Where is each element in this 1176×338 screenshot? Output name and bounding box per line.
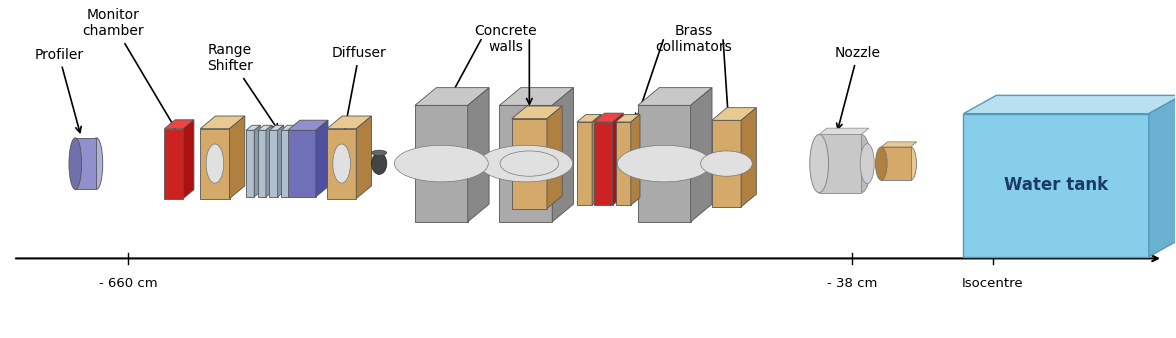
Polygon shape xyxy=(281,125,295,130)
Polygon shape xyxy=(711,120,741,207)
Polygon shape xyxy=(500,88,574,105)
Polygon shape xyxy=(75,138,96,189)
Polygon shape xyxy=(577,114,601,122)
Polygon shape xyxy=(881,147,910,180)
Polygon shape xyxy=(327,116,372,129)
Polygon shape xyxy=(288,130,316,197)
Polygon shape xyxy=(269,130,278,197)
Polygon shape xyxy=(820,128,869,135)
Polygon shape xyxy=(615,114,640,122)
Text: Monitor
chamber: Monitor chamber xyxy=(82,8,175,128)
Polygon shape xyxy=(258,130,266,197)
Text: Profiler: Profiler xyxy=(34,48,83,132)
Ellipse shape xyxy=(372,153,387,174)
Polygon shape xyxy=(415,88,489,105)
Ellipse shape xyxy=(372,150,387,155)
Polygon shape xyxy=(254,125,260,197)
Polygon shape xyxy=(266,125,272,197)
Polygon shape xyxy=(415,105,468,222)
Ellipse shape xyxy=(851,135,870,193)
Polygon shape xyxy=(246,125,260,130)
Polygon shape xyxy=(613,113,623,205)
Polygon shape xyxy=(711,108,756,120)
Ellipse shape xyxy=(69,138,81,189)
Ellipse shape xyxy=(860,144,874,184)
Polygon shape xyxy=(278,125,283,197)
Polygon shape xyxy=(594,113,623,122)
Polygon shape xyxy=(200,116,245,129)
Polygon shape xyxy=(327,129,356,198)
Text: Range
Shifter: Range Shifter xyxy=(207,43,278,130)
Polygon shape xyxy=(512,106,562,119)
Ellipse shape xyxy=(479,145,573,182)
Polygon shape xyxy=(637,88,711,105)
Polygon shape xyxy=(615,122,630,205)
Polygon shape xyxy=(741,108,756,207)
Text: Diffuser: Diffuser xyxy=(332,46,387,129)
Polygon shape xyxy=(258,125,272,130)
Ellipse shape xyxy=(206,144,223,183)
Polygon shape xyxy=(820,135,861,193)
Polygon shape xyxy=(963,95,1176,114)
Polygon shape xyxy=(246,130,254,197)
Polygon shape xyxy=(356,116,372,198)
Polygon shape xyxy=(553,88,574,222)
Text: Concrete
walls: Concrete walls xyxy=(475,24,537,54)
Polygon shape xyxy=(229,116,245,198)
Ellipse shape xyxy=(875,147,887,180)
Polygon shape xyxy=(637,105,690,222)
Text: Water tank: Water tank xyxy=(1004,176,1108,194)
Polygon shape xyxy=(281,130,289,197)
Polygon shape xyxy=(690,88,711,222)
Ellipse shape xyxy=(904,147,916,180)
Polygon shape xyxy=(289,125,295,197)
Ellipse shape xyxy=(394,145,488,182)
Polygon shape xyxy=(500,105,553,222)
Polygon shape xyxy=(512,119,547,209)
Polygon shape xyxy=(316,120,328,197)
Polygon shape xyxy=(183,120,194,198)
Text: Brass
collimators: Brass collimators xyxy=(655,24,731,54)
Ellipse shape xyxy=(701,151,753,176)
Ellipse shape xyxy=(333,144,350,183)
Polygon shape xyxy=(963,114,1149,257)
Polygon shape xyxy=(577,122,592,205)
Polygon shape xyxy=(592,114,601,205)
Polygon shape xyxy=(630,114,640,205)
Text: - 660 cm: - 660 cm xyxy=(99,277,158,290)
Text: Isocentre: Isocentre xyxy=(962,277,1023,290)
Text: Nozzle: Nozzle xyxy=(835,46,881,129)
Text: - 38 cm: - 38 cm xyxy=(827,277,877,290)
Polygon shape xyxy=(547,106,562,209)
Polygon shape xyxy=(468,88,489,222)
Ellipse shape xyxy=(810,135,829,193)
Ellipse shape xyxy=(617,145,711,182)
Ellipse shape xyxy=(500,151,559,176)
Polygon shape xyxy=(165,120,194,129)
Polygon shape xyxy=(594,122,613,205)
Polygon shape xyxy=(269,125,283,130)
Polygon shape xyxy=(1149,95,1176,257)
Polygon shape xyxy=(881,142,917,147)
Ellipse shape xyxy=(91,138,102,189)
Polygon shape xyxy=(288,120,328,130)
Polygon shape xyxy=(165,129,183,198)
Polygon shape xyxy=(200,129,229,198)
